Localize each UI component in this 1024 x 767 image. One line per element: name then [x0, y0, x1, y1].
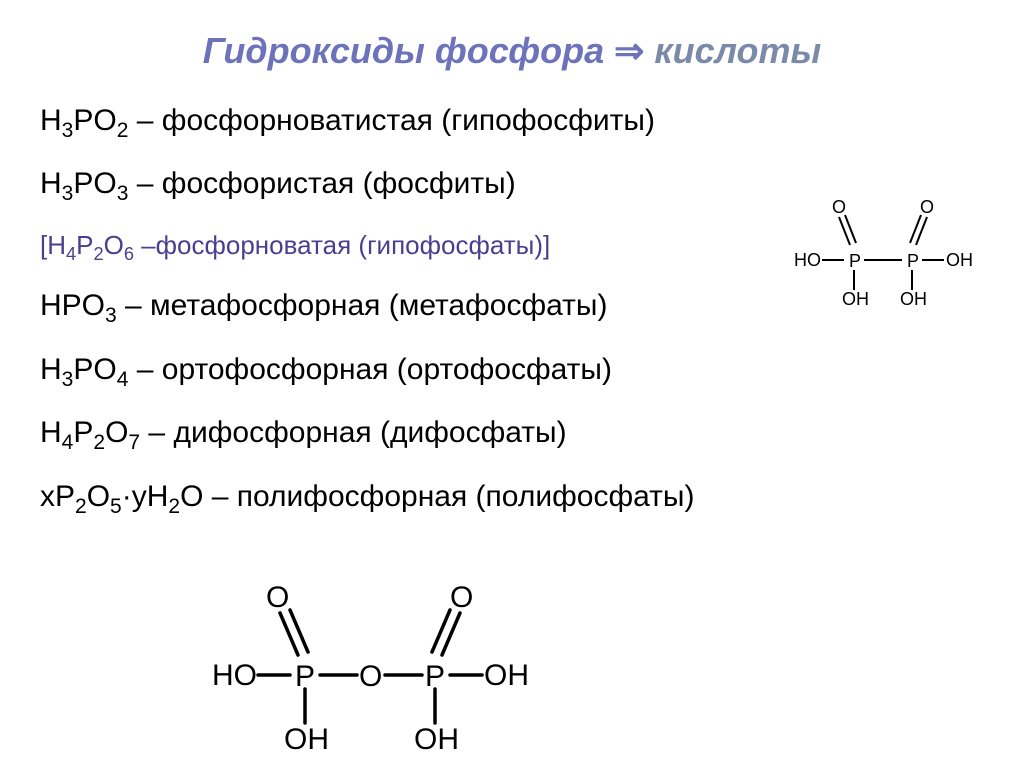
acid-line: H4P2O7 – дифосфорная (дифосфаты): [40, 412, 984, 457]
svg-text:O: O: [832, 197, 846, 217]
svg-text:O: O: [920, 197, 934, 217]
svg-text:O: O: [266, 581, 289, 614]
acid-line: H3PO2 – фосфорноватистая (гипофосфиты): [40, 100, 984, 145]
svg-text:OH: OH: [900, 289, 927, 305]
svg-text:P: P: [849, 251, 861, 271]
structure-pyrophosphoric: O O P O P HO OH OH OH: [210, 575, 530, 750]
title-part1: Гидроксиды фосфора: [203, 30, 604, 71]
svg-text:OH: OH: [946, 250, 973, 270]
svg-text:P: P: [295, 660, 315, 693]
svg-text:HO: HO: [212, 659, 257, 692]
svg-text:OH: OH: [484, 659, 529, 692]
page-title: Гидроксиды фосфора ⇒ кислоты: [40, 30, 984, 72]
title-part2: кислоты: [654, 30, 821, 71]
svg-text:OH: OH: [842, 289, 869, 305]
svg-text:OH: OH: [414, 723, 459, 750]
svg-text:P: P: [907, 251, 919, 271]
svg-text:HO: HO: [794, 250, 821, 270]
svg-text:OH: OH: [284, 723, 329, 750]
acid-list: H3PO2 – фосфорноватистая (гипофосфиты) H3…: [40, 100, 984, 521]
title-arrow: ⇒: [614, 30, 644, 71]
svg-text:P: P: [425, 660, 445, 693]
structure-hypophosphoric: O O P P HO OH OH OH: [794, 195, 974, 305]
svg-text:O: O: [359, 660, 382, 693]
acid-line: xP2O5·yH2O – полифосфорная (полифосфаты): [40, 476, 984, 521]
svg-text:O: O: [450, 581, 473, 614]
acid-line: H3PO4 – ортофосфорная (ортофосфаты): [40, 349, 984, 394]
